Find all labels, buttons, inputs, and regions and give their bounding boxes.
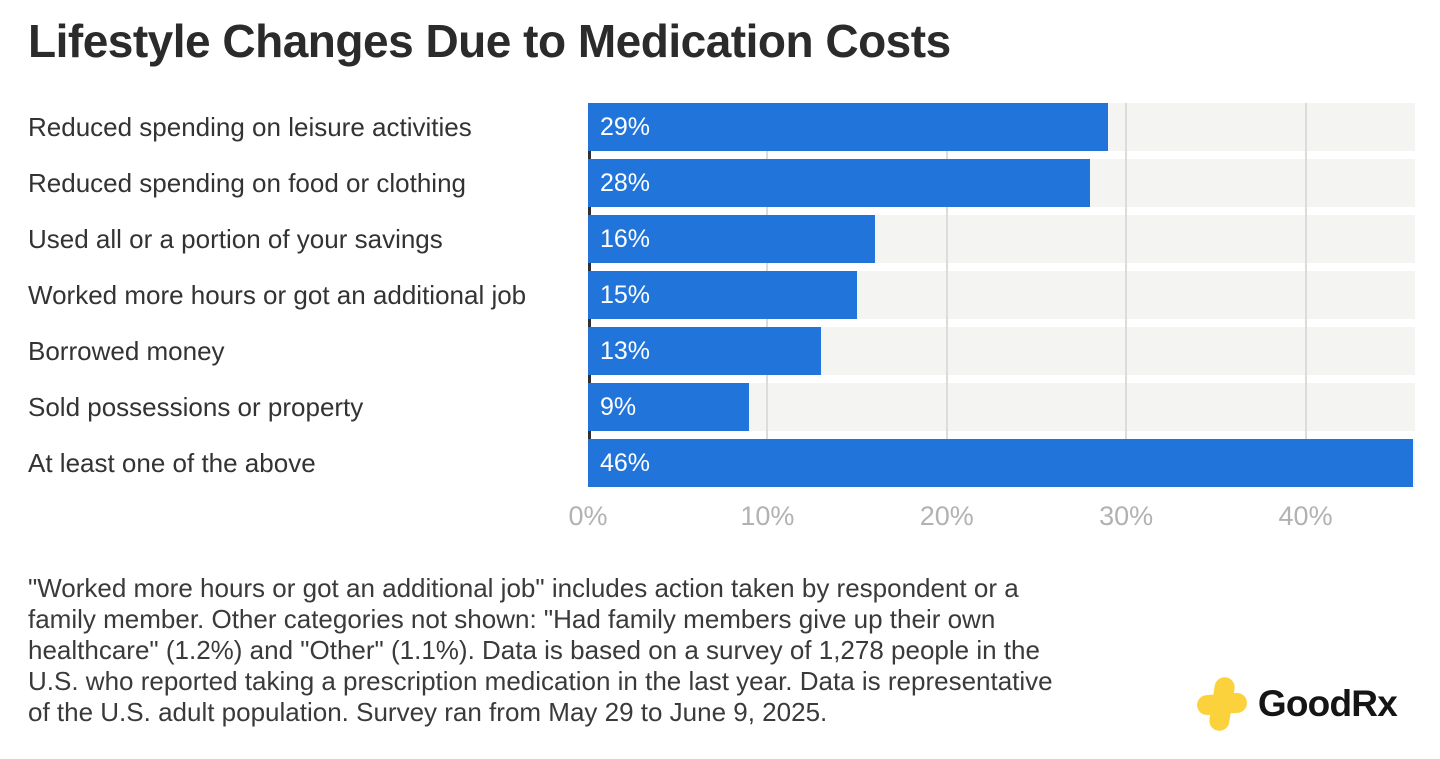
x-axis: 0% 10% 20% 30% 40%	[568, 501, 1415, 533]
bar: 9%	[588, 383, 750, 431]
chart-title: Lifestyle Changes Due to Medication Cost…	[28, 15, 951, 67]
bar: 28%	[588, 159, 1091, 207]
category-label: Reduced spending on leisure activities	[28, 111, 472, 142]
bar: 29%	[588, 103, 1109, 151]
category-label: Borrowed money	[28, 335, 225, 366]
goodrx-logo: GoodRx	[1195, 675, 1398, 733]
goodrx-logo-text: GoodRx	[1257, 683, 1398, 724]
category-label: Reduced spending on food or clothing	[28, 167, 466, 198]
bar-chart: Reduced spending on leisure activities 29…	[28, 103, 1415, 487]
bar-row: Reduced spending on food or clothing 28%	[28, 159, 1415, 207]
x-tick-label: 40%	[1278, 501, 1333, 531]
bar-row: Reduced spending on leisure activities 29…	[28, 103, 1415, 151]
bar-row: Borrowed money 13%	[28, 327, 1415, 375]
category-label: Sold possessions or property	[28, 391, 364, 422]
bar-value-label: 13%	[600, 336, 651, 365]
bar-value-label: 9%	[600, 392, 637, 421]
bar: 46%	[588, 439, 1414, 487]
category-label: Worked more hours or got an additional j…	[28, 279, 527, 310]
x-tick-label: 0%	[568, 501, 608, 531]
bar: 16%	[588, 215, 876, 263]
bar-value-label: 46%	[600, 448, 651, 477]
bar-track: 46%	[588, 439, 1415, 487]
bar-track: 28%	[588, 159, 1415, 207]
bar-value-label: 29%	[600, 112, 651, 141]
bar-row: Worked more hours or got an additional j…	[28, 271, 1415, 319]
bar-row: At least one of the above 46%	[28, 439, 1415, 487]
x-tick-label: 10%	[740, 501, 795, 531]
category-label: Used all or a portion of your savings	[28, 223, 443, 254]
bar-value-label: 28%	[600, 168, 651, 197]
footnote-text: "Worked more hours or got an additional …	[28, 573, 1053, 727]
bar-row: Used all or a portion of your savings 16%	[28, 215, 1415, 263]
bar-row: Sold possessions or property 9%	[28, 383, 1415, 431]
chart-rows: Reduced spending on leisure activities 29…	[28, 103, 1415, 487]
bar: 13%	[588, 327, 822, 375]
bar: 15%	[588, 271, 858, 319]
bar-track: 29%	[588, 103, 1415, 151]
bar-track: 15%	[588, 271, 1415, 319]
bar-value-label: 15%	[600, 280, 651, 309]
bar-track: 16%	[588, 215, 1415, 263]
x-tick-label: 20%	[919, 501, 974, 531]
category-label: At least one of the above	[28, 447, 316, 478]
x-tick-label: 30%	[1099, 501, 1154, 531]
bar-track: 9%	[588, 383, 1415, 431]
bar-value-label: 16%	[600, 224, 651, 253]
bar-track: 13%	[588, 327, 1415, 375]
goodrx-cross-icon	[1196, 677, 1247, 731]
